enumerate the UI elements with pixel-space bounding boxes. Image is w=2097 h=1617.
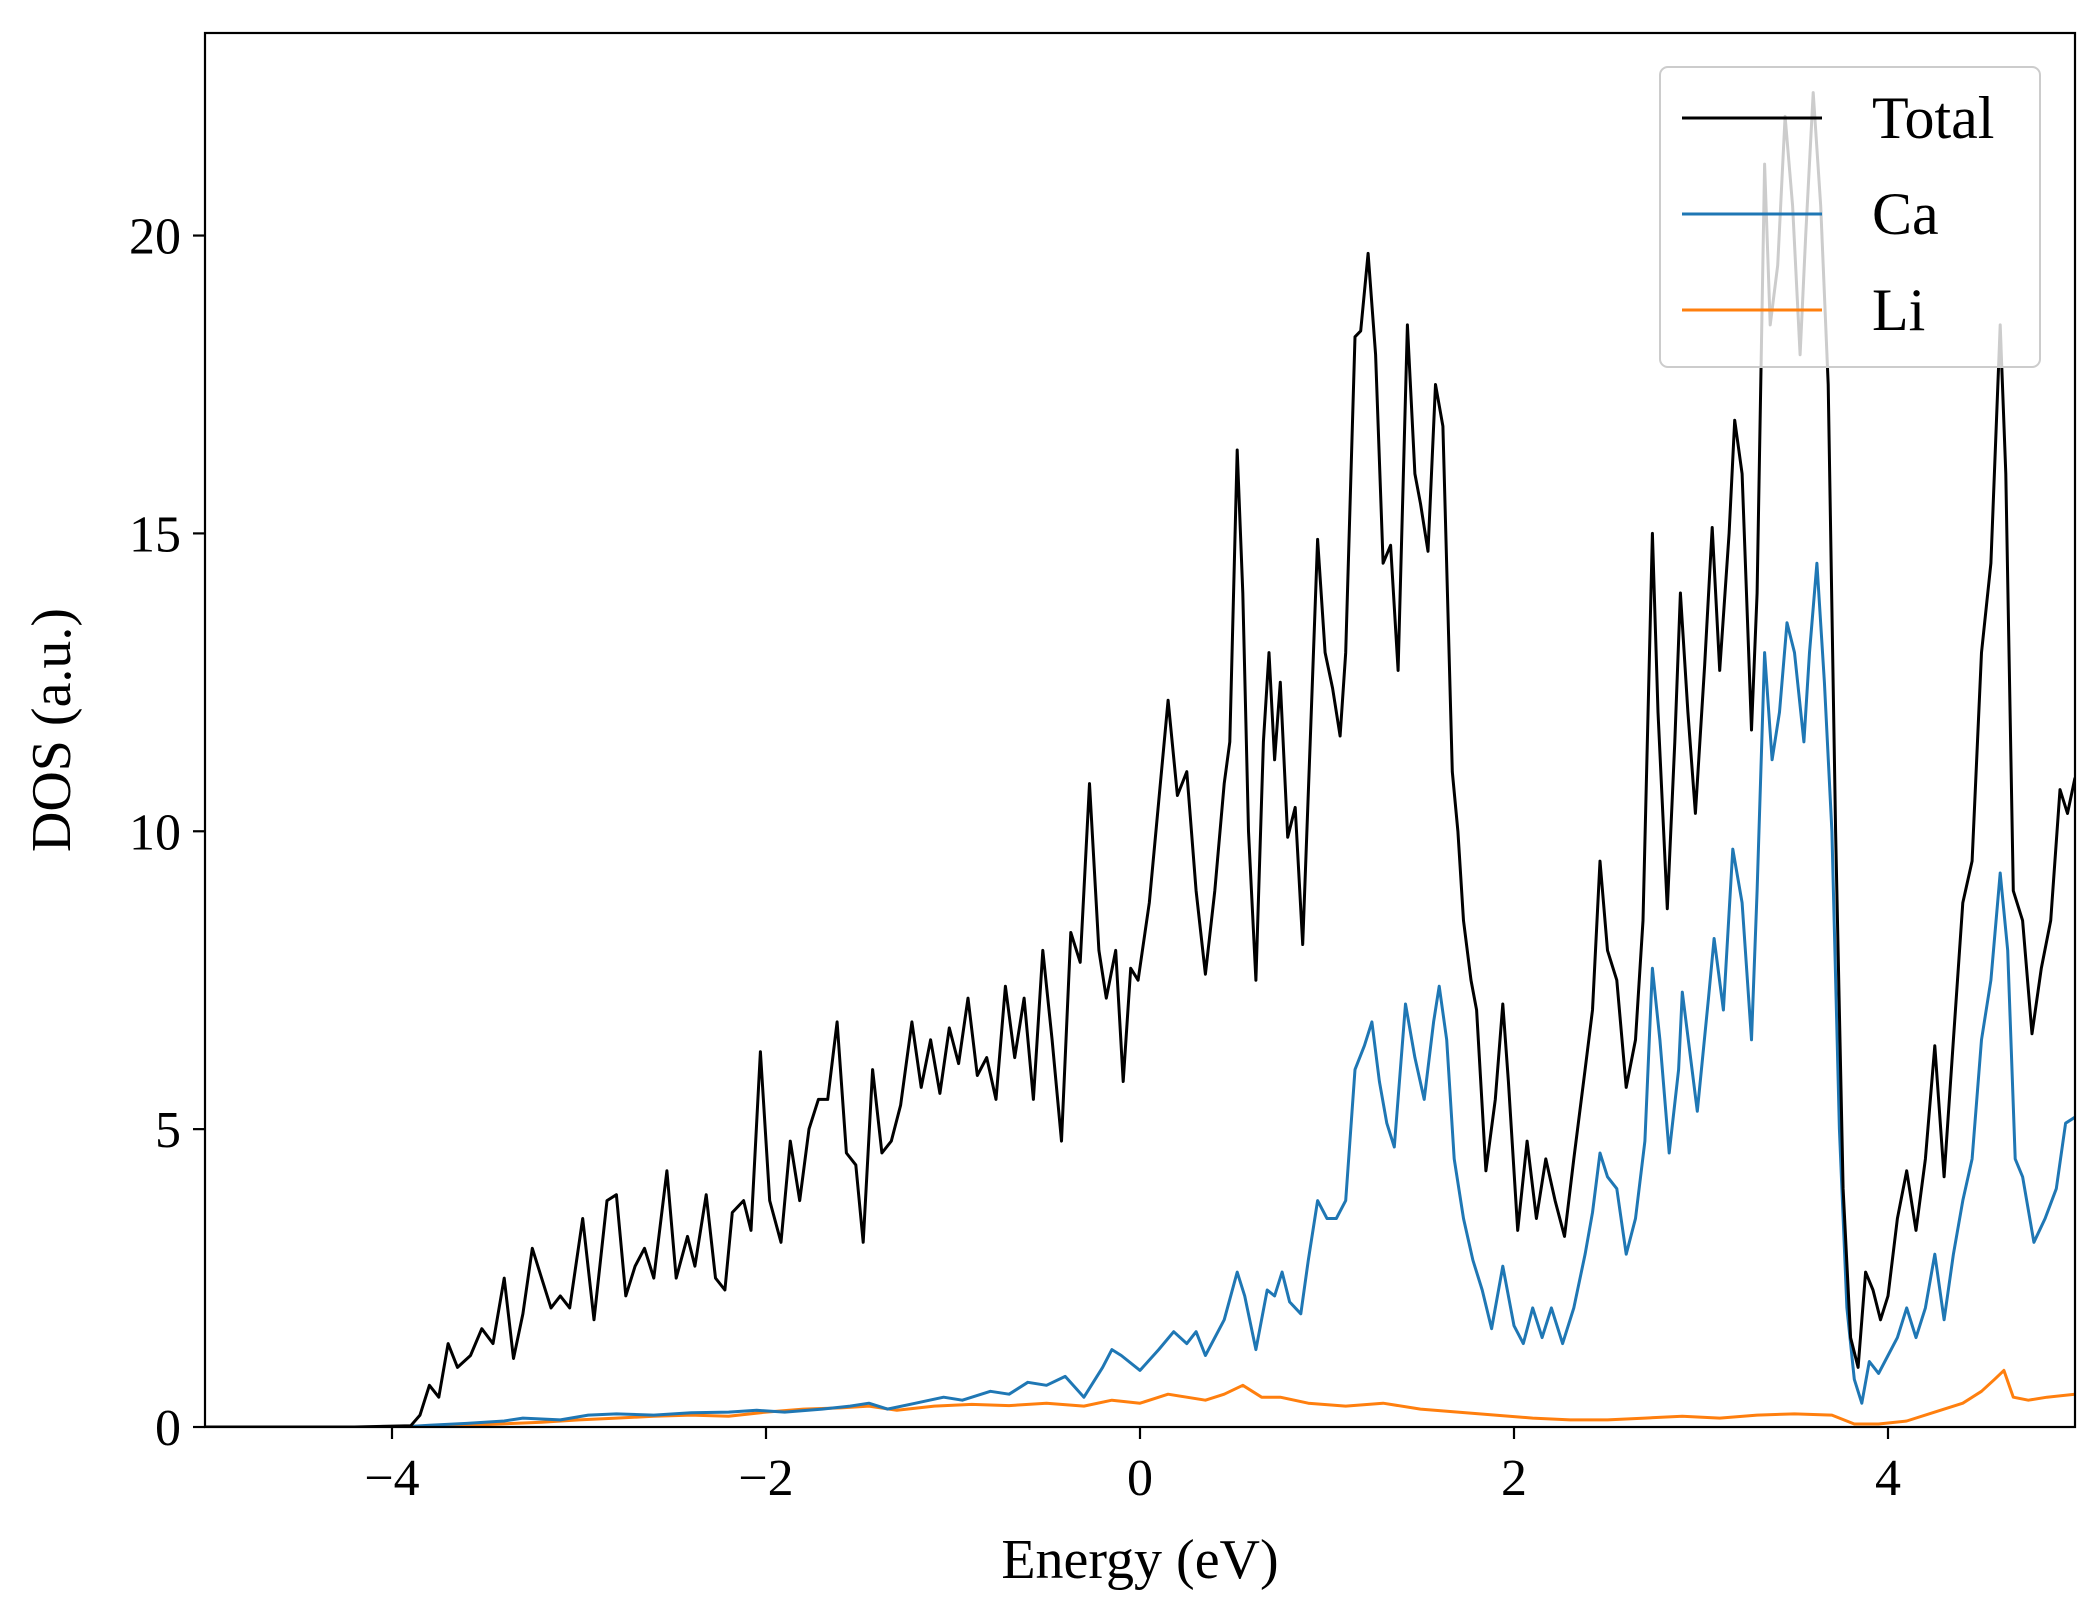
- y-tick-label: 5: [155, 1102, 181, 1159]
- y-tick-label: 10: [129, 804, 181, 861]
- ticks-layer: −4 −2 0 2 4 0 5 10 15 20: [129, 209, 1901, 1507]
- x-tick-label: 0: [1127, 1450, 1153, 1507]
- x-tick-label: −4: [364, 1450, 419, 1507]
- legend-label-ca: Ca: [1872, 181, 1939, 247]
- y-axis-label: DOS (a.u.): [21, 608, 83, 852]
- x-tick-label: −2: [738, 1450, 793, 1507]
- x-tick-label: 2: [1501, 1450, 1527, 1507]
- x-tick-label: 4: [1875, 1450, 1901, 1507]
- legend-label-total: Total: [1872, 85, 1994, 151]
- x-axis-label: Energy (eV): [1001, 1529, 1278, 1591]
- y-tick-label: 15: [129, 506, 181, 563]
- series-line-ca: [205, 561, 2075, 1427]
- legend: Total Ca Li: [1659, 66, 2041, 368]
- legend-box: [1659, 66, 2041, 368]
- y-tick-label: 0: [155, 1400, 181, 1457]
- series-line-li: [205, 1368, 2075, 1427]
- y-tick-label: 20: [129, 209, 181, 266]
- legend-label-li: Li: [1872, 277, 1925, 343]
